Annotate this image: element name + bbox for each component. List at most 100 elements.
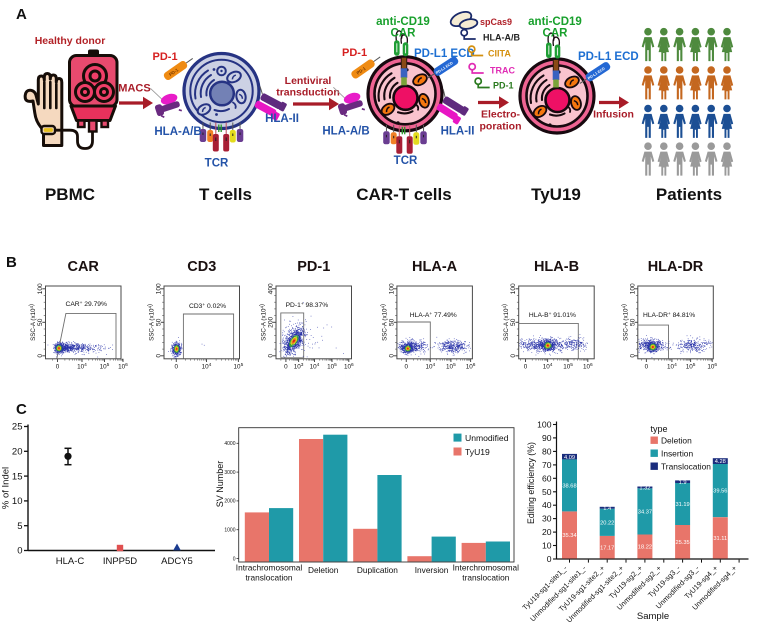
svg-text:HLA-DR+ 84.81%: HLA-DR+ 84.81% (643, 312, 695, 319)
svg-text:HLA-A/B: HLA-A/B (483, 33, 520, 43)
svg-text:0: 0 (510, 354, 517, 358)
svg-text:60: 60 (542, 473, 552, 483)
svg-text:PD-1: PD-1 (493, 81, 514, 91)
svg-text:CAR-T cells: CAR-T cells (356, 185, 451, 204)
svg-text:TRAC: TRAC (490, 66, 515, 76)
svg-text:106: 106 (344, 362, 354, 370)
svg-text:PD-1: PD-1 (168, 67, 180, 77)
svg-text:100: 100 (537, 420, 552, 430)
svg-text:translocation: translocation (245, 573, 292, 583)
svg-text:Translocation: Translocation (661, 461, 711, 471)
svg-text:PD-1: PD-1 (356, 65, 368, 75)
svg-text:106: 106 (583, 362, 593, 370)
svg-text:0: 0 (524, 364, 528, 371)
svg-text:35.34: 35.34 (562, 533, 576, 539)
svg-text:0: 0 (37, 354, 44, 358)
svg-text:104: 104 (310, 362, 320, 370)
svg-text:104: 104 (543, 362, 553, 370)
svg-text:Duplication: Duplication (357, 565, 398, 575)
svg-text:0: 0 (388, 354, 395, 358)
svg-text:31.11: 31.11 (713, 536, 727, 542)
svg-text:PBMC: PBMC (45, 185, 95, 204)
svg-text:HLA-A/B: HLA-A/B (322, 126, 369, 138)
svg-text:40: 40 (542, 500, 552, 510)
svg-text:105: 105 (686, 362, 696, 370)
svg-text:% of Indel: % of Indel (1, 467, 12, 509)
svg-text:CD3: CD3 (187, 259, 216, 275)
svg-text:34.37: 34.37 (638, 510, 652, 516)
svg-text:0: 0 (56, 364, 60, 371)
svg-text:PD-1: PD-1 (297, 259, 330, 275)
svg-text:50: 50 (629, 318, 636, 326)
svg-text:TyU19: TyU19 (465, 447, 490, 457)
svg-text:CIITA: CIITA (488, 49, 511, 59)
svg-text:type: type (651, 424, 668, 434)
svg-text:CAR: CAR (543, 28, 569, 40)
svg-text:SSC-A (x104): SSC-A (x104) (147, 304, 156, 341)
svg-text:transduction: transduction (276, 87, 340, 99)
svg-text:50: 50 (542, 487, 552, 497)
svg-text:38.68: 38.68 (562, 484, 576, 490)
svg-text:200: 200 (268, 316, 275, 327)
svg-text:25: 25 (12, 422, 23, 433)
svg-text:15: 15 (12, 471, 23, 482)
svg-text:Editing efficiency (%): Editing efficiency (%) (526, 442, 536, 524)
svg-text:TCR: TCR (394, 155, 418, 167)
svg-text:C: C (16, 401, 27, 418)
svg-text:Insertion: Insertion (661, 448, 693, 458)
svg-text:105: 105 (446, 362, 456, 370)
svg-text:SSC-A (x104): SSC-A (x104) (259, 304, 268, 341)
svg-text:0: 0 (629, 354, 636, 358)
svg-text:Lentiviral: Lentiviral (285, 75, 332, 87)
svg-text:106: 106 (466, 362, 476, 370)
svg-text:20: 20 (542, 527, 552, 537)
svg-text:50: 50 (156, 318, 163, 326)
svg-text:PD-1+ 98.37%: PD-1+ 98.37% (286, 302, 329, 309)
svg-text:INPP5D: INPP5D (103, 556, 137, 567)
svg-text:Deletion: Deletion (308, 565, 339, 575)
svg-text:HLA-A/B: HLA-A/B (154, 126, 201, 138)
svg-text:A: A (16, 6, 27, 23)
svg-text:Inversion: Inversion (415, 565, 449, 575)
svg-text:Intrachromosomal: Intrachromosomal (236, 563, 303, 573)
svg-text:HLA-A+ 77.49%: HLA-A+ 77.49% (410, 312, 457, 319)
svg-text:CD3+ 0.02%: CD3+ 0.02% (189, 303, 226, 310)
svg-text:PD-L1 ECD: PD-L1 ECD (414, 48, 475, 60)
svg-text:Sample: Sample (637, 611, 669, 622)
svg-text:30: 30 (542, 514, 552, 524)
svg-text:2000: 2000 (224, 499, 235, 505)
svg-text:HLA-C: HLA-C (56, 556, 85, 567)
svg-text:50: 50 (510, 318, 517, 326)
svg-text:20: 20 (12, 447, 23, 458)
svg-text:39.56: 39.56 (713, 489, 727, 495)
svg-text:100: 100 (629, 283, 636, 294)
svg-text:TyU19: TyU19 (531, 185, 581, 204)
svg-text:translocation: translocation (462, 573, 509, 583)
svg-text:TCR: TCR (205, 158, 229, 170)
svg-text:4000: 4000 (224, 441, 235, 447)
svg-text:90: 90 (542, 433, 552, 443)
svg-text:31.19: 31.19 (675, 502, 689, 508)
svg-text:0: 0 (284, 364, 288, 371)
svg-text:4.09: 4.09 (564, 455, 575, 461)
svg-text:ADCY5: ADCY5 (161, 556, 193, 567)
svg-text:105: 105 (100, 362, 110, 370)
svg-text:0: 0 (547, 554, 552, 564)
svg-text:50: 50 (388, 318, 395, 326)
svg-text:20.22: 20.22 (600, 520, 614, 526)
svg-text:Infusion: Infusion (593, 109, 634, 121)
svg-text:0: 0 (175, 364, 179, 371)
svg-text:HLA-II: HLA-II (441, 126, 475, 138)
svg-text:PD-L1 ECD: PD-L1 ECD (578, 51, 639, 63)
svg-text:17.17: 17.17 (600, 545, 614, 551)
svg-text:100: 100 (37, 283, 44, 294)
svg-text:70: 70 (542, 460, 552, 470)
svg-text:Deletion: Deletion (661, 435, 692, 445)
svg-text:Electro-: Electro- (481, 109, 521, 121)
svg-text:PD-1: PD-1 (153, 51, 178, 63)
svg-text:0: 0 (233, 556, 236, 562)
svg-text:spCas9: spCas9 (480, 17, 512, 27)
svg-text:HLA-DR: HLA-DR (648, 259, 704, 275)
svg-text:CAR+ 29.79%: CAR+ 29.79% (66, 301, 108, 308)
svg-text:HLA-A: HLA-A (412, 259, 458, 275)
